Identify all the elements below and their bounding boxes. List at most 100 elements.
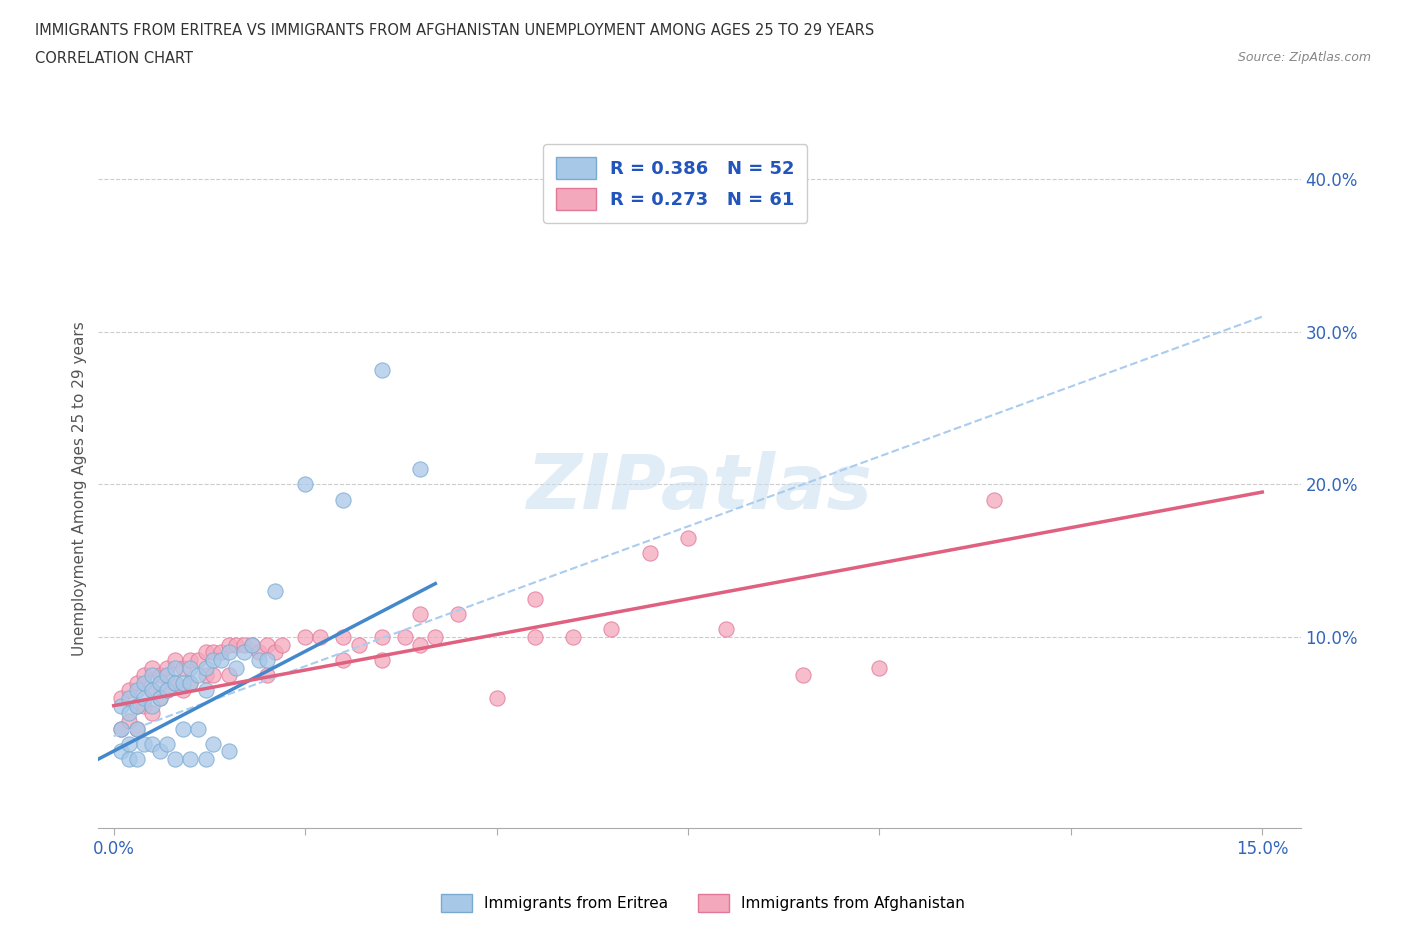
Point (118, 683, 141, 698)
Point (118, 737, 141, 751)
Point (240, 637, 263, 652)
Point (141, 660, 163, 675)
Point (409, 606, 432, 621)
Point (118, 706, 141, 721)
Point (247, 644, 270, 659)
Point (638, 546, 661, 561)
Point (156, 683, 179, 698)
Point (263, 584, 285, 599)
Point (163, 675, 186, 690)
Point (163, 660, 186, 675)
Point (125, 698, 148, 713)
Point (209, 653, 232, 668)
Point (110, 721, 132, 736)
Point (194, 644, 217, 659)
Point (256, 637, 278, 652)
Point (156, 660, 179, 675)
Point (141, 683, 163, 698)
Point (187, 668, 209, 683)
Point (141, 683, 163, 698)
Point (225, 660, 247, 675)
Point (240, 637, 263, 652)
Point (163, 751, 186, 766)
Point (247, 653, 270, 668)
Point (332, 492, 354, 507)
Point (149, 675, 172, 690)
Point (409, 461, 432, 476)
Point (194, 660, 217, 675)
Text: ZIPatlas: ZIPatlas (526, 451, 873, 525)
Point (256, 653, 278, 668)
Point (600, 622, 623, 637)
Point (179, 675, 201, 690)
Point (125, 675, 148, 690)
Point (202, 653, 225, 668)
Point (263, 644, 285, 659)
Point (156, 668, 179, 683)
Point (209, 644, 232, 659)
Point (218, 744, 240, 759)
Point (187, 721, 209, 736)
Point (294, 477, 316, 492)
Point (256, 668, 278, 683)
Point (187, 653, 209, 668)
Point (172, 660, 194, 675)
Legend: Immigrants from Eritrea, Immigrants from Afghanistan: Immigrants from Eritrea, Immigrants from… (434, 888, 972, 918)
Point (194, 751, 217, 766)
Point (163, 675, 186, 690)
Point (447, 606, 470, 621)
Point (179, 675, 201, 690)
Point (156, 737, 179, 751)
Point (218, 668, 240, 683)
Point (141, 698, 163, 713)
Point (194, 683, 217, 698)
Point (179, 653, 201, 668)
Point (172, 721, 194, 736)
Point (134, 675, 156, 690)
Point (294, 630, 316, 644)
Y-axis label: Unemployment Among Ages 25 to 29 years: Unemployment Among Ages 25 to 29 years (72, 321, 87, 656)
Point (370, 630, 392, 644)
Point (118, 751, 141, 766)
Point (118, 691, 141, 706)
Point (792, 668, 814, 683)
Point (125, 721, 148, 736)
Point (149, 691, 172, 706)
Point (118, 713, 141, 728)
Point (110, 698, 132, 713)
Point (134, 668, 156, 683)
Point (523, 630, 546, 644)
Point (232, 637, 254, 652)
Point (179, 751, 201, 766)
Point (676, 530, 699, 545)
Point (271, 637, 294, 652)
Point (523, 591, 546, 606)
Point (125, 721, 148, 736)
Point (225, 637, 247, 652)
Point (232, 644, 254, 659)
Point (485, 691, 508, 706)
Point (716, 622, 738, 637)
Text: CORRELATION CHART: CORRELATION CHART (35, 51, 193, 66)
Point (868, 660, 890, 675)
Point (370, 363, 392, 378)
Point (394, 630, 416, 644)
Point (194, 668, 217, 683)
Point (163, 653, 186, 668)
Point (218, 637, 240, 652)
Point (156, 683, 179, 698)
Point (202, 668, 225, 683)
Point (134, 691, 156, 706)
Text: IMMIGRANTS FROM ERITREA VS IMMIGRANTS FROM AFGHANISTAN UNEMPLOYMENT AMONG AGES 2: IMMIGRANTS FROM ERITREA VS IMMIGRANTS FR… (35, 23, 875, 38)
Point (425, 630, 447, 644)
Point (332, 653, 354, 668)
Point (110, 721, 132, 736)
Point (110, 691, 132, 706)
Point (149, 744, 172, 759)
Text: Source: ZipAtlas.com: Source: ZipAtlas.com (1237, 51, 1371, 64)
Point (141, 737, 163, 751)
Point (172, 683, 194, 698)
Point (134, 698, 156, 713)
Point (134, 737, 156, 751)
Point (202, 644, 225, 659)
